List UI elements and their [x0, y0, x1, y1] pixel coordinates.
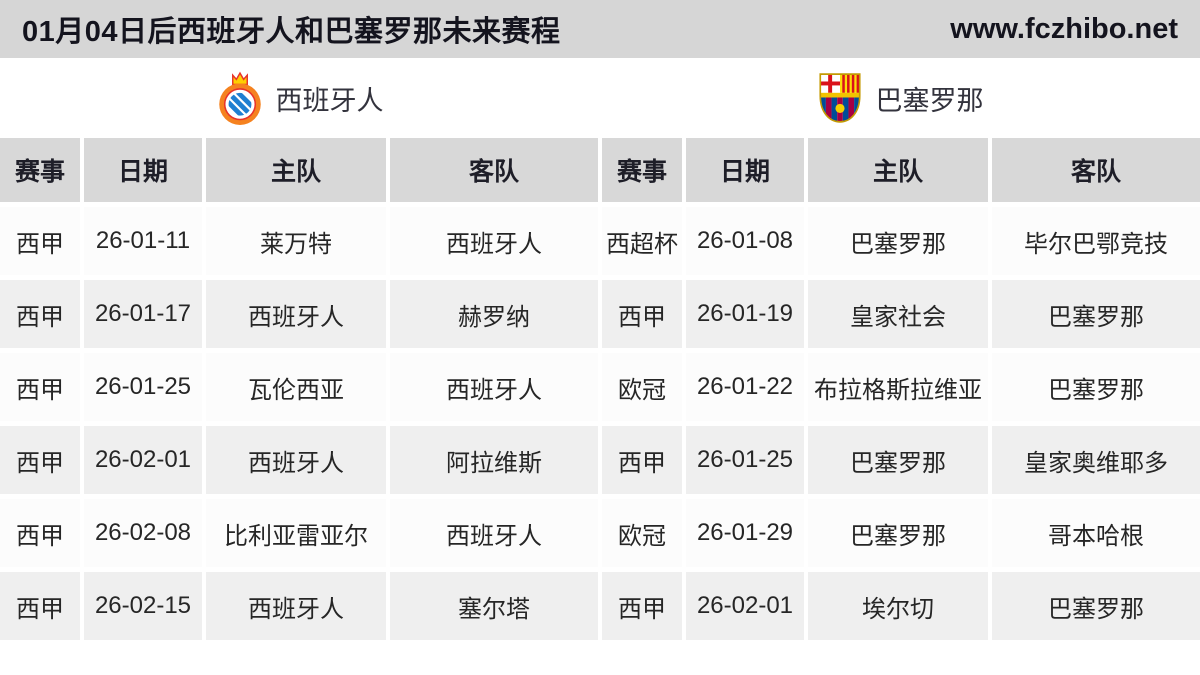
- table-cell: 皇家社会: [808, 280, 988, 348]
- table-cell: 26-02-08: [84, 499, 202, 567]
- table-cell: 布拉格斯拉维亚: [808, 353, 988, 421]
- table-cell: 26-02-01: [84, 426, 202, 494]
- table-cell: 26-01-17: [84, 280, 202, 348]
- table-cell: 26-01-29: [686, 499, 804, 567]
- table-cell: 26-01-22: [686, 353, 804, 421]
- table-cell: 西甲: [602, 572, 682, 640]
- table-cell: 巴塞罗那: [808, 207, 988, 275]
- table-cell: 26-01-08: [686, 207, 804, 275]
- team-barcelona: 巴塞罗那: [817, 71, 984, 125]
- table-cell: 西班牙人: [206, 426, 386, 494]
- table-cell: 欧冠: [602, 353, 682, 421]
- team-half-right: 巴塞罗那: [600, 71, 1200, 125]
- table-cell: 西甲: [602, 426, 682, 494]
- team-name-espanyol: 西班牙人: [275, 85, 384, 116]
- team-half-left: 西班牙人: [0, 70, 600, 126]
- column-header: 主队: [206, 138, 386, 202]
- table-cell: 巴塞罗那: [808, 499, 988, 567]
- table-cell: 巴塞罗那: [992, 280, 1200, 348]
- table-cell: 26-02-01: [686, 572, 804, 640]
- table-cell: 埃尔切: [808, 572, 988, 640]
- barcelona-crest-icon: [818, 73, 861, 123]
- table-cell: 毕尔巴鄂竞技: [992, 207, 1200, 275]
- table-cell: 26-01-25: [686, 426, 804, 494]
- column-header: 客队: [390, 138, 598, 202]
- table-cell: 26-01-25: [84, 353, 202, 421]
- table-cell: 西超杯: [602, 207, 682, 275]
- teams-header: 西班牙人: [0, 58, 1200, 138]
- table-cell: 西班牙人: [206, 572, 386, 640]
- table-cell: 西班牙人: [390, 499, 598, 567]
- table-cell: 比利亚雷亚尔: [206, 499, 386, 567]
- table-cell: 西甲: [0, 280, 80, 348]
- table-cell: 西甲: [0, 426, 80, 494]
- page-title: 01月04日后西班牙人和巴塞罗那未来赛程: [22, 16, 561, 48]
- team-espanyol: 西班牙人: [217, 70, 384, 126]
- table-cell: 26-01-19: [686, 280, 804, 348]
- table-cell: 巴塞罗那: [992, 572, 1200, 640]
- team-name-barcelona: 巴塞罗那: [875, 85, 984, 116]
- table-cell: 西班牙人: [390, 353, 598, 421]
- column-header: 主队: [808, 138, 988, 202]
- table-cell: 西甲: [0, 499, 80, 567]
- table-cell: 26-02-15: [84, 572, 202, 640]
- column-header: 日期: [686, 138, 804, 202]
- column-header: 赛事: [0, 138, 80, 202]
- table-cell: 西甲: [602, 280, 682, 348]
- table-cell: 瓦伦西亚: [206, 353, 386, 421]
- site-url: www.fczhibo.net: [950, 12, 1178, 45]
- table-cell: 西班牙人: [390, 207, 598, 275]
- table-cell: 巴塞罗那: [992, 353, 1200, 421]
- column-header: 赛事: [602, 138, 682, 202]
- table-cell: 巴塞罗那: [808, 426, 988, 494]
- table-cell: 西甲: [0, 572, 80, 640]
- table-cell: 莱万特: [206, 207, 386, 275]
- column-header: 客队: [992, 138, 1200, 202]
- table-cell: 皇家奥维耶多: [992, 426, 1200, 494]
- column-header: 日期: [84, 138, 202, 202]
- table-cell: 西班牙人: [206, 280, 386, 348]
- table-cell: 赫罗纳: [390, 280, 598, 348]
- espanyol-crest-icon: [218, 71, 261, 125]
- table-cell: 西甲: [0, 207, 80, 275]
- table-cell: 西甲: [0, 353, 80, 421]
- fixtures-table: 赛事 日期 主队 客队 赛事 日期 主队 客队 西甲 26-01-11 莱万特 西班牙人 西超杯 26-0…: [0, 138, 1200, 640]
- table-cell: 哥本哈根: [992, 499, 1200, 567]
- table-cell: 欧冠: [602, 499, 682, 567]
- table-cell: 塞尔塔: [390, 572, 598, 640]
- table-cell: 阿拉维斯: [390, 426, 598, 494]
- title-bar: 01月04日后西班牙人和巴塞罗那未来赛程 www.fczhibo.net: [0, 0, 1200, 58]
- table-cell: 26-01-11: [84, 207, 202, 275]
